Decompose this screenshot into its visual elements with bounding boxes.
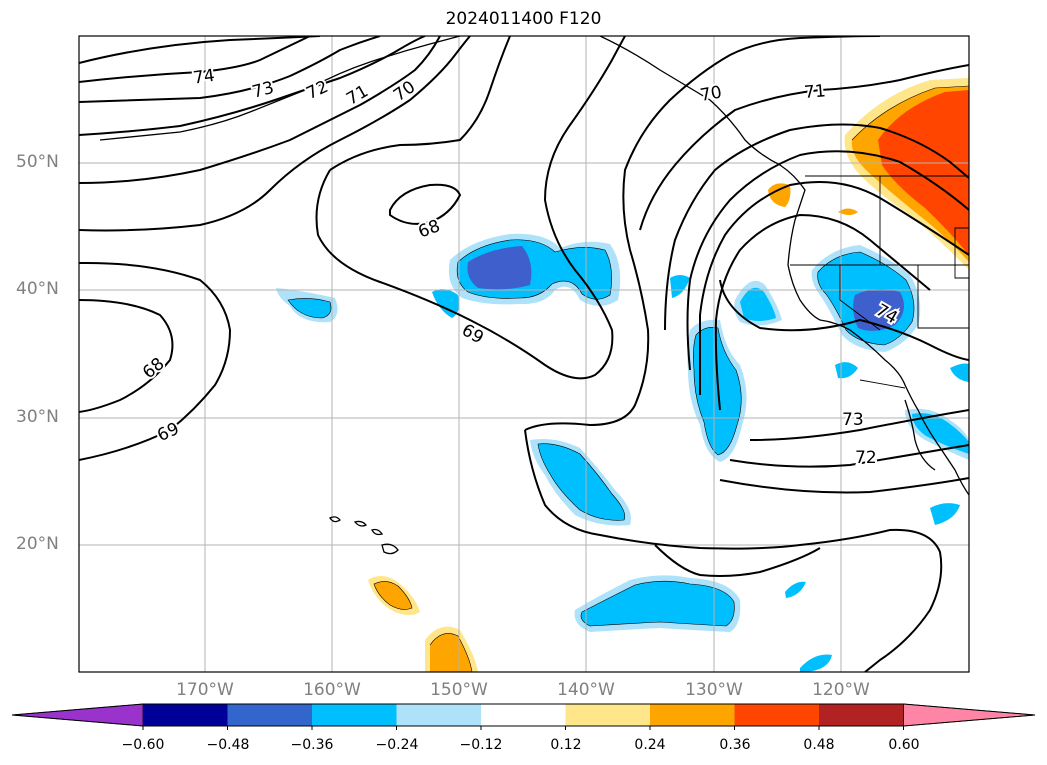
lon-label: 130°W xyxy=(685,680,743,700)
colorbar-tick-label: −0.12 xyxy=(459,737,503,753)
colorbar-tick-label: 0.48 xyxy=(803,737,835,753)
colorbar-tick-label: −0.48 xyxy=(206,737,250,753)
contour-label: 69 xyxy=(458,320,487,348)
negative-anomaly-14 xyxy=(670,275,690,298)
negative-anomaly-10 xyxy=(930,503,960,525)
colorbar-tick-label: 0.60 xyxy=(888,737,920,753)
lat-label: 20°N xyxy=(16,534,59,554)
contour-label: 68 xyxy=(416,216,443,242)
colorbar-segment xyxy=(227,704,313,726)
colorbar-tick-label: −0.36 xyxy=(290,737,334,753)
contour-label: 72 xyxy=(303,77,331,104)
anomaly-shading xyxy=(276,78,969,672)
colorbar xyxy=(11,703,1036,730)
lon-label: 120°W xyxy=(812,680,870,700)
map-area: 74 73 72 71 70 70 71 68 69 68 69 73 72 7… xyxy=(79,36,969,672)
colorbar-extend-low xyxy=(11,703,144,727)
colorbar-segment xyxy=(312,704,397,726)
lon-label: 170°W xyxy=(176,680,234,700)
positive-anomaly-small-orange xyxy=(768,183,791,207)
colorbar-tick-label: 0.12 xyxy=(550,737,582,753)
map-frame xyxy=(78,35,970,673)
colorbar-tick-label: −0.60 xyxy=(121,737,165,753)
contour-label: 68 xyxy=(139,354,168,383)
negative-anomaly-3-blue xyxy=(288,298,331,318)
negative-anomaly-11 xyxy=(800,654,832,672)
contour-label: 70 xyxy=(390,77,419,106)
map-title: 2024011400 F120 xyxy=(445,9,602,29)
colorbar-segment xyxy=(481,704,566,726)
colorbar-segment xyxy=(396,704,482,726)
height-contours xyxy=(79,36,969,672)
colorbar-segment xyxy=(819,704,904,726)
negative-anomaly-4-blue xyxy=(538,443,625,521)
borders xyxy=(790,175,969,389)
positive-anomaly-hawaii-orange xyxy=(374,581,412,610)
contour-label: 70 xyxy=(699,82,724,105)
colorbar-segment xyxy=(650,704,735,726)
negative-anomaly-13 xyxy=(835,362,858,379)
graticule xyxy=(79,36,969,672)
contour-label: 71 xyxy=(343,81,372,109)
negative-anomaly-1-dark xyxy=(467,246,532,290)
lat-label: 40°N xyxy=(16,279,59,299)
negative-anomaly-8-dark xyxy=(853,289,904,331)
negative-anomaly-5-blue xyxy=(581,581,735,626)
lat-label: 30°N xyxy=(16,407,59,427)
negative-anomaly-12 xyxy=(950,363,969,382)
colorbar-extend-high xyxy=(903,703,1036,727)
lat-label: 50°N xyxy=(16,152,59,172)
colorbar-segment xyxy=(565,704,651,726)
contour-label: 73 xyxy=(842,410,864,430)
colorbar-tick-label: 0.36 xyxy=(719,737,751,753)
positive-anomaly-south-orange xyxy=(430,633,472,672)
positive-anomaly-ne-red xyxy=(878,90,969,255)
negative-anomaly-7-blue xyxy=(740,287,776,321)
colorbar-segment xyxy=(143,704,228,726)
lon-label: 140°W xyxy=(557,680,615,700)
contour-label: 74 xyxy=(192,66,216,89)
positive-anomaly-small-orange-2 xyxy=(838,208,858,215)
contour-label: 72 xyxy=(855,448,877,468)
contour-label: 71 xyxy=(803,81,826,103)
negative-anomaly-15 xyxy=(785,581,806,598)
negative-anomaly-9-blue xyxy=(912,413,969,454)
lon-label: 160°W xyxy=(303,680,361,700)
colorbar-segment xyxy=(734,704,820,726)
anomaly-outlines xyxy=(287,85,969,672)
lon-label: 150°W xyxy=(430,680,488,700)
colorbar-tick-label: 0.24 xyxy=(634,737,666,753)
colorbar-tick-label: −0.24 xyxy=(375,737,419,753)
